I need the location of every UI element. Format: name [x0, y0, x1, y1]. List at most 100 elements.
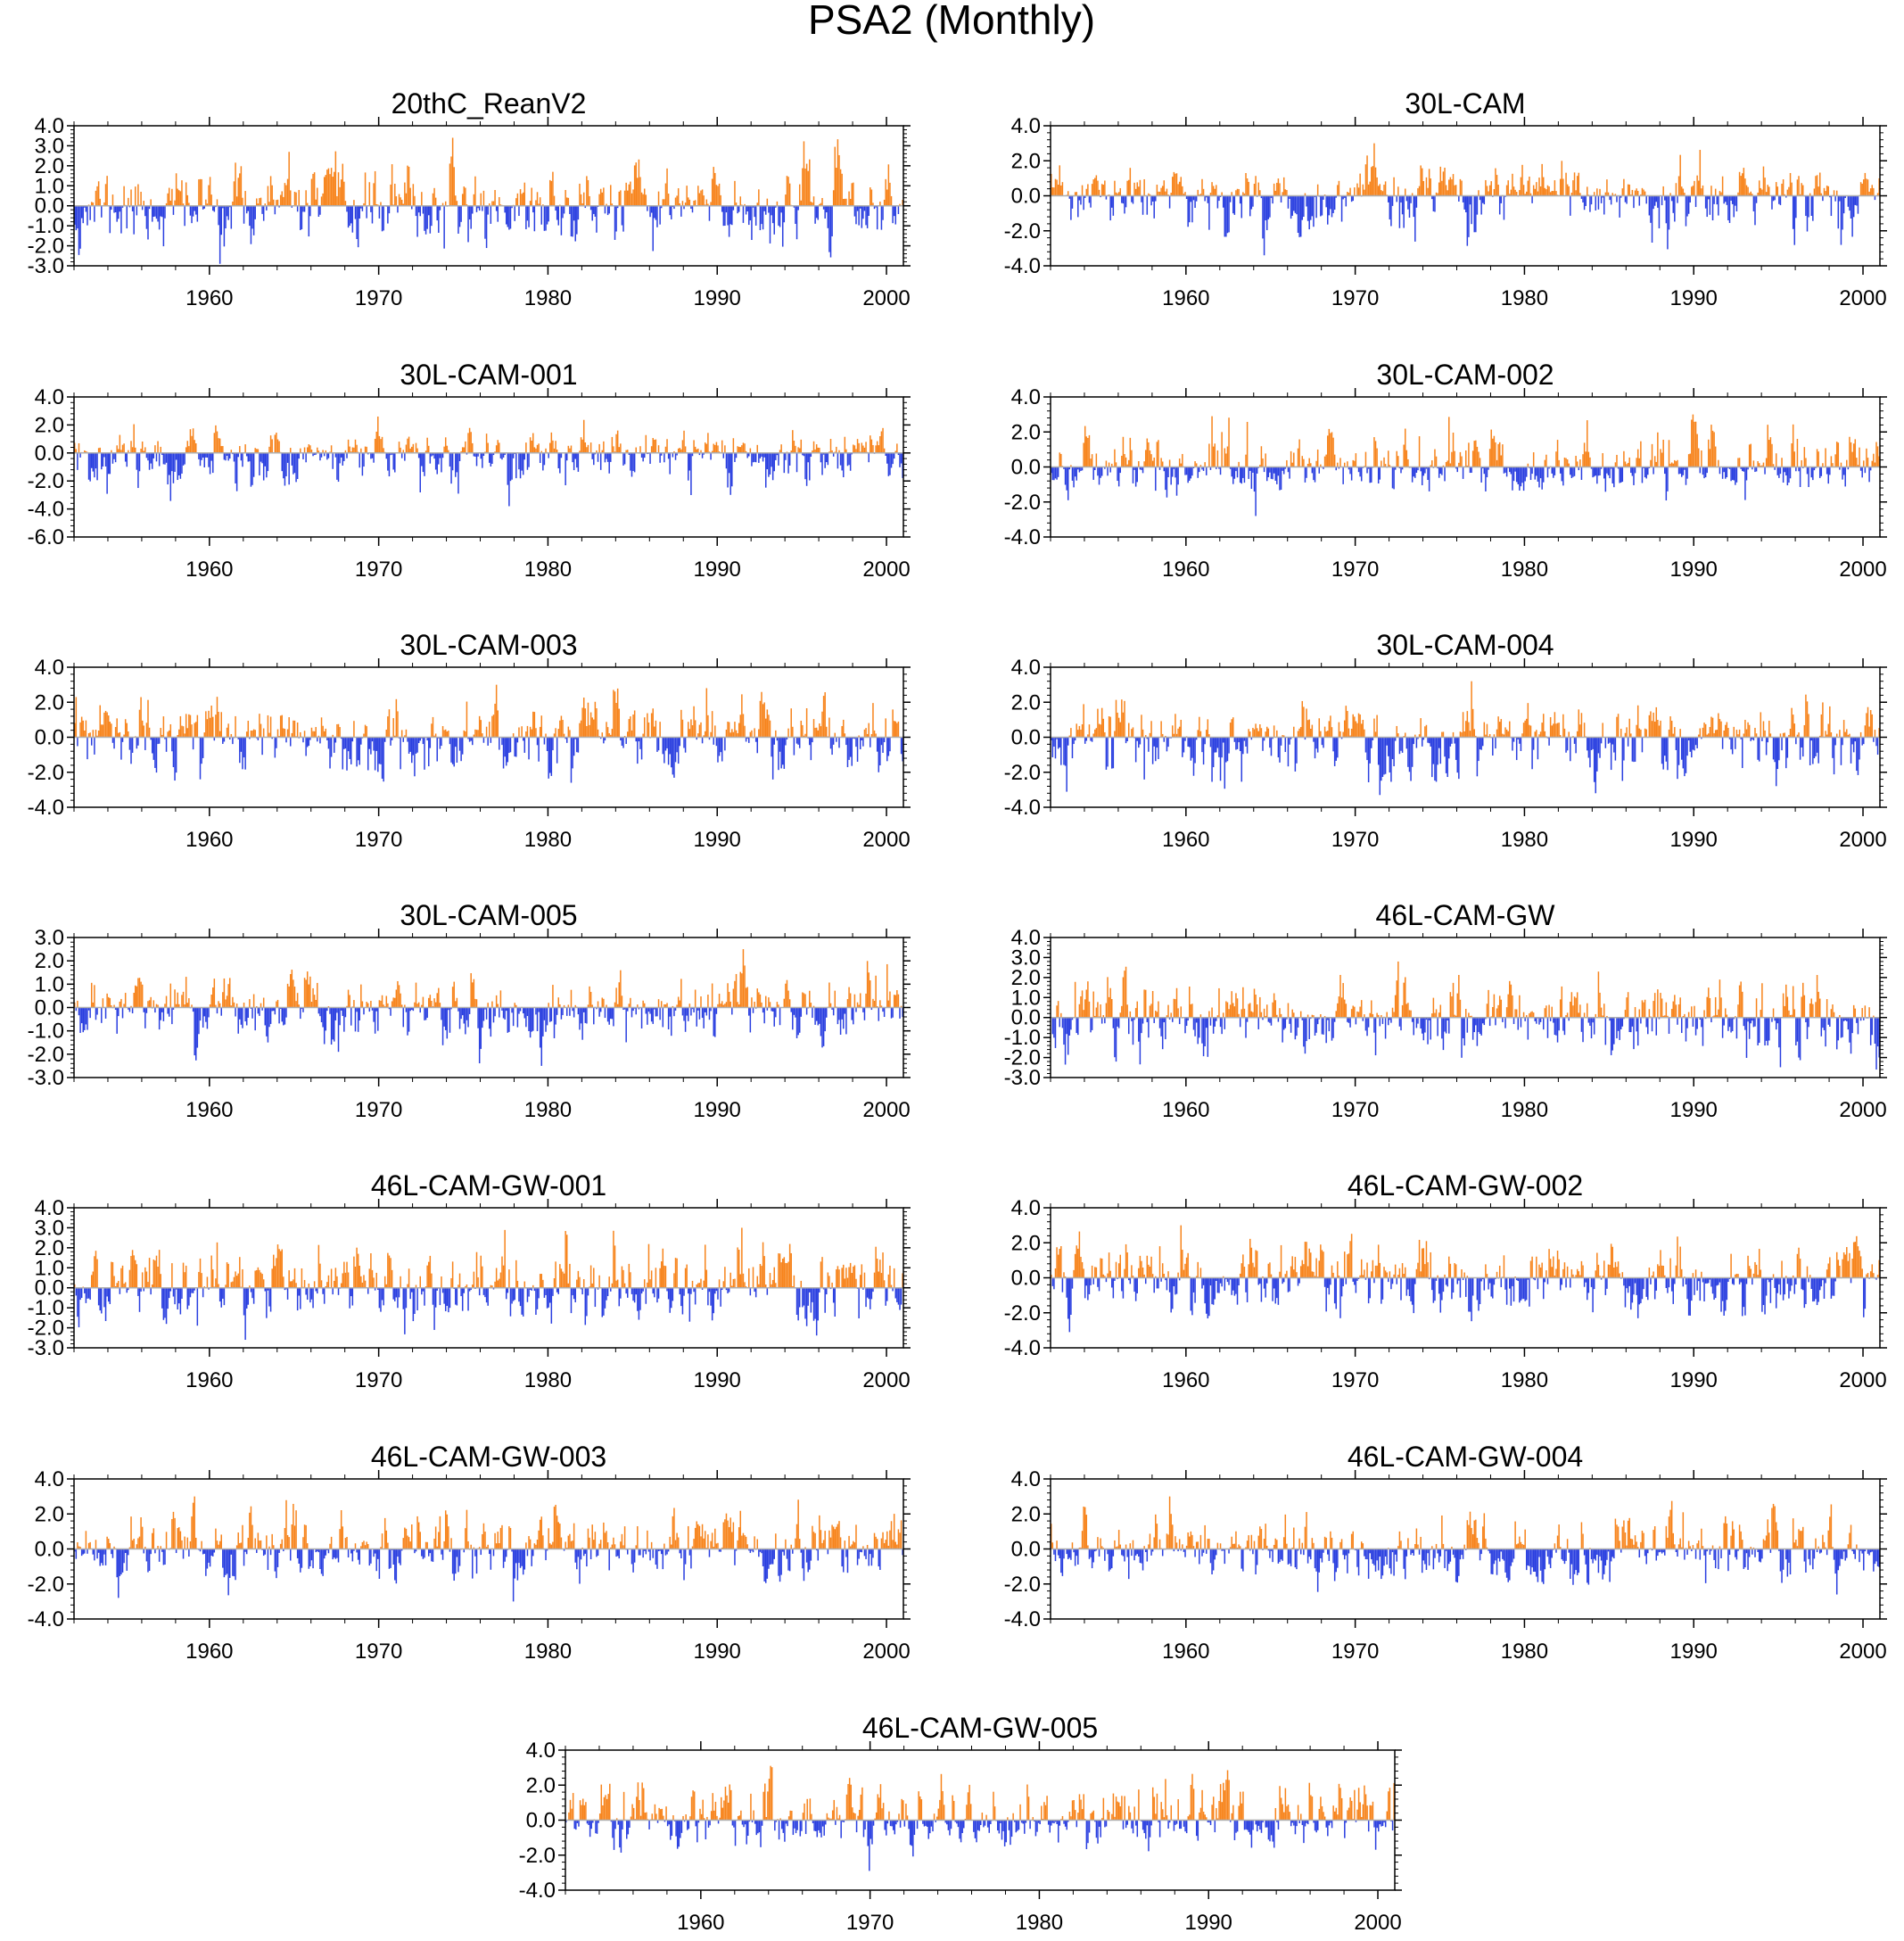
bar	[768, 997, 770, 1008]
bar	[1177, 184, 1179, 196]
bar	[893, 452, 895, 459]
bar	[259, 452, 260, 475]
bar	[1225, 453, 1227, 467]
bar	[1852, 195, 1855, 218]
bar	[1315, 460, 1317, 467]
bar	[1505, 185, 1508, 196]
bar	[1394, 737, 1397, 741]
bar	[1250, 195, 1253, 210]
bar	[455, 195, 457, 206]
bar	[1813, 467, 1816, 471]
bar	[1785, 467, 1787, 475]
bar	[94, 452, 95, 478]
bar	[684, 202, 687, 206]
bar	[230, 733, 233, 738]
bar	[368, 737, 371, 749]
bar	[1148, 737, 1150, 752]
bar	[1463, 731, 1465, 738]
bar	[101, 452, 103, 470]
bar	[271, 185, 273, 206]
bar	[654, 205, 655, 219]
bar	[508, 205, 510, 230]
bar	[664, 199, 665, 206]
bar	[849, 452, 852, 471]
bar	[302, 205, 304, 212]
bar	[896, 723, 898, 738]
bar	[434, 1002, 437, 1008]
bar	[337, 452, 340, 483]
bar	[1141, 467, 1142, 470]
bar	[1232, 467, 1234, 484]
bar	[654, 440, 655, 453]
bar	[1512, 173, 1513, 196]
bar	[714, 1007, 716, 1037]
bar	[1488, 467, 1489, 470]
bar	[780, 205, 782, 213]
bar	[893, 205, 895, 217]
bar	[1163, 180, 1166, 196]
bar	[346, 205, 348, 212]
bar	[247, 452, 250, 462]
bar	[684, 1007, 687, 1032]
bar	[650, 446, 653, 453]
bar	[269, 1007, 272, 1024]
bar	[1545, 454, 1547, 467]
bar	[387, 1003, 389, 1008]
bar	[1056, 179, 1058, 196]
bar	[1276, 730, 1278, 738]
bar	[1327, 731, 1329, 738]
bar	[1421, 737, 1423, 747]
bar	[262, 997, 265, 1008]
bar	[807, 170, 809, 206]
bar	[1207, 195, 1209, 203]
bar	[439, 205, 441, 211]
bar	[1148, 193, 1150, 196]
bar	[1417, 737, 1419, 739]
bar	[681, 201, 684, 206]
bar	[1333, 195, 1336, 211]
bar	[532, 433, 534, 453]
bar	[1544, 731, 1546, 738]
bar	[1847, 467, 1850, 470]
bar	[1721, 176, 1724, 196]
bar	[1183, 194, 1185, 196]
bar	[209, 1004, 211, 1008]
bar	[140, 697, 142, 738]
bar	[1369, 181, 1371, 196]
bar	[532, 711, 534, 738]
bar	[497, 440, 499, 453]
bar	[676, 737, 678, 753]
bar	[680, 449, 682, 453]
bar	[453, 167, 455, 206]
bar	[1456, 737, 1459, 773]
bar	[1393, 177, 1395, 196]
bar	[228, 737, 231, 740]
bar	[124, 452, 127, 462]
bar	[567, 197, 570, 206]
bar	[145, 205, 148, 229]
bar	[1653, 712, 1654, 738]
bar	[240, 166, 243, 206]
bar	[133, 424, 135, 453]
bar	[1847, 195, 1850, 207]
bar	[285, 1007, 287, 1018]
bar	[876, 737, 878, 752]
bar	[1667, 467, 1669, 491]
bar	[164, 737, 166, 739]
bar	[1404, 732, 1406, 738]
bar	[1127, 179, 1130, 196]
bar	[557, 205, 559, 226]
bar	[900, 1005, 903, 1008]
bar	[792, 726, 794, 738]
bar	[1519, 467, 1521, 491]
bar	[739, 196, 742, 206]
bar	[1810, 195, 1812, 216]
bar	[1812, 195, 1814, 221]
bar	[787, 990, 789, 1008]
bar	[720, 737, 721, 753]
bar	[463, 447, 466, 453]
bar	[902, 1007, 903, 1018]
bar	[220, 1007, 222, 1016]
bar	[1437, 737, 1438, 765]
bar	[751, 730, 753, 738]
